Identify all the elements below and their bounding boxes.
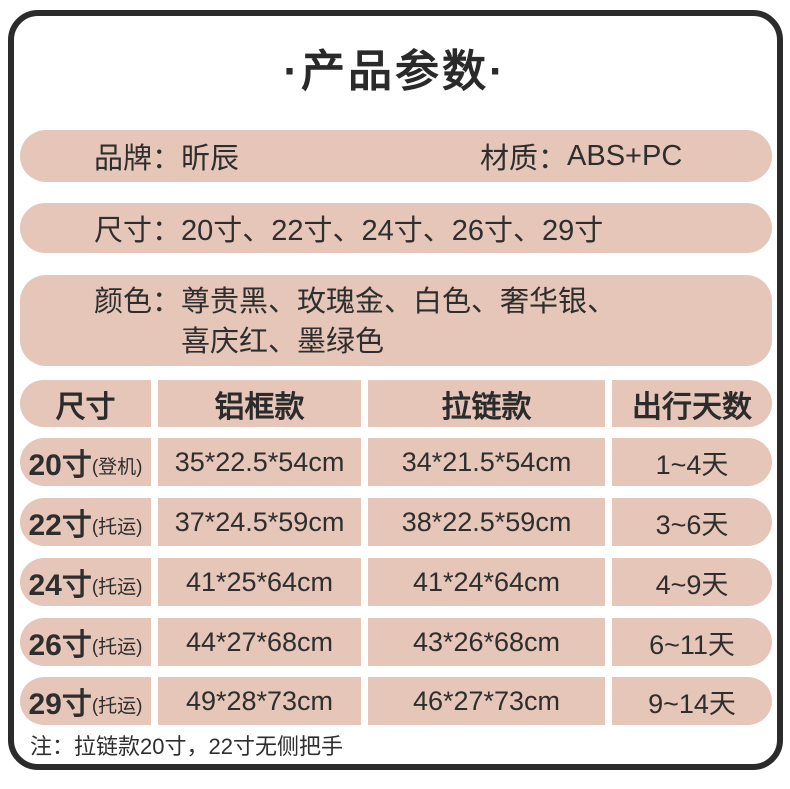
color-line-2: 喜庆红、墨绿色 (181, 326, 385, 358)
travel-days-cell: 1~4天 (612, 438, 772, 486)
size-value: 20寸、22寸、24寸、26寸、29寸 (181, 215, 604, 247)
table-row: 22寸 (托运) 37*24.5*59cm 38*22.5*59cm 3~6天 (20, 498, 772, 546)
table-header-row: 尺寸 铝框款 拉链款 出行天数 (20, 380, 772, 427)
aluminum-frame-cell: 41*25*64cm (158, 558, 361, 606)
size-text: 26寸 (28, 629, 92, 662)
travel-days-cell: 4~9天 (612, 558, 772, 606)
size-cell: 26寸 (托运) (20, 618, 151, 666)
header-zipper: 拉链款 (368, 380, 605, 427)
header-travel-days: 出行天数 (612, 380, 772, 427)
material-value: ABS+PC (567, 139, 683, 172)
zipper-cell: 41*24*64cm (368, 558, 605, 606)
size-cell: 29寸 (托运) (20, 677, 151, 725)
aluminum-frame-cell: 44*27*68cm (158, 618, 361, 666)
travel-days-cell: 3~6天 (612, 498, 772, 546)
zipper-cell: 46*27*73cm (368, 677, 605, 725)
color-band: 颜色： 尊贵黑、玫瑰金、白色、奢华银、 喜庆红、墨绿色 (20, 275, 772, 366)
brand-label: 品牌： (94, 143, 182, 175)
travel-days-cell: 9~14天 (612, 677, 772, 725)
size-tag: (登机) (91, 456, 143, 478)
size-band: 尺寸： 20寸、22寸、24寸、26寸、29寸 (20, 203, 772, 253)
header-aluminum-frame: 铝框款 (158, 380, 361, 427)
table-row: 29寸 (托运) 49*28*73cm 46*27*73cm 9~14天 (20, 677, 772, 725)
material-label: 材质： (480, 143, 568, 175)
table-row: 24寸 (托运) 41*25*64cm 41*24*64cm 4~9天 (20, 558, 772, 606)
size-text: 29寸 (28, 688, 92, 721)
table-row: 26寸 (托运) 44*27*68cm 43*26*68cm 6~11天 (20, 618, 772, 666)
size-tag: (托运) (91, 516, 143, 538)
zipper-cell: 38*22.5*59cm (368, 498, 605, 546)
size-text: 22寸 (28, 509, 92, 542)
zipper-cell: 43*26*68cm (368, 618, 605, 666)
size-tag: (托运) (91, 636, 143, 658)
size-cell: 22寸 (托运) (20, 498, 151, 546)
color-label: 颜色： (94, 286, 182, 318)
aluminum-frame-cell: 49*28*73cm (158, 677, 361, 725)
aluminum-frame-cell: 37*24.5*59cm (158, 498, 361, 546)
travel-days-cell: 6~11天 (612, 618, 772, 666)
size-cell: 24寸 (托运) (20, 558, 151, 606)
brand-value: 昕辰 (181, 143, 240, 175)
color-line-1: 尊贵黑、玫瑰金、白色、奢华银、 (181, 286, 617, 318)
size-text: 24寸 (28, 569, 92, 602)
size-cell: 20寸 (登机) (20, 438, 151, 486)
aluminum-frame-cell: 35*22.5*54cm (158, 438, 361, 486)
zipper-cell: 34*21.5*54cm (368, 438, 605, 486)
table-row: 20寸 (登机) 35*22.5*54cm 34*21.5*54cm 1~4天 (20, 438, 772, 486)
size-tag: (托运) (91, 695, 143, 717)
footnote: 注：拉链款20寸，22寸无侧把手 (30, 734, 343, 759)
size-text: 20寸 (28, 449, 92, 482)
size-label: 尺寸： (94, 215, 182, 247)
size-tag: (托运) (91, 576, 143, 598)
header-size: 尺寸 (20, 380, 151, 427)
page-title: ·产品参数· (283, 47, 507, 96)
brand-material-band: 品牌： 昕辰 材质： ABS+PC (20, 130, 772, 182)
